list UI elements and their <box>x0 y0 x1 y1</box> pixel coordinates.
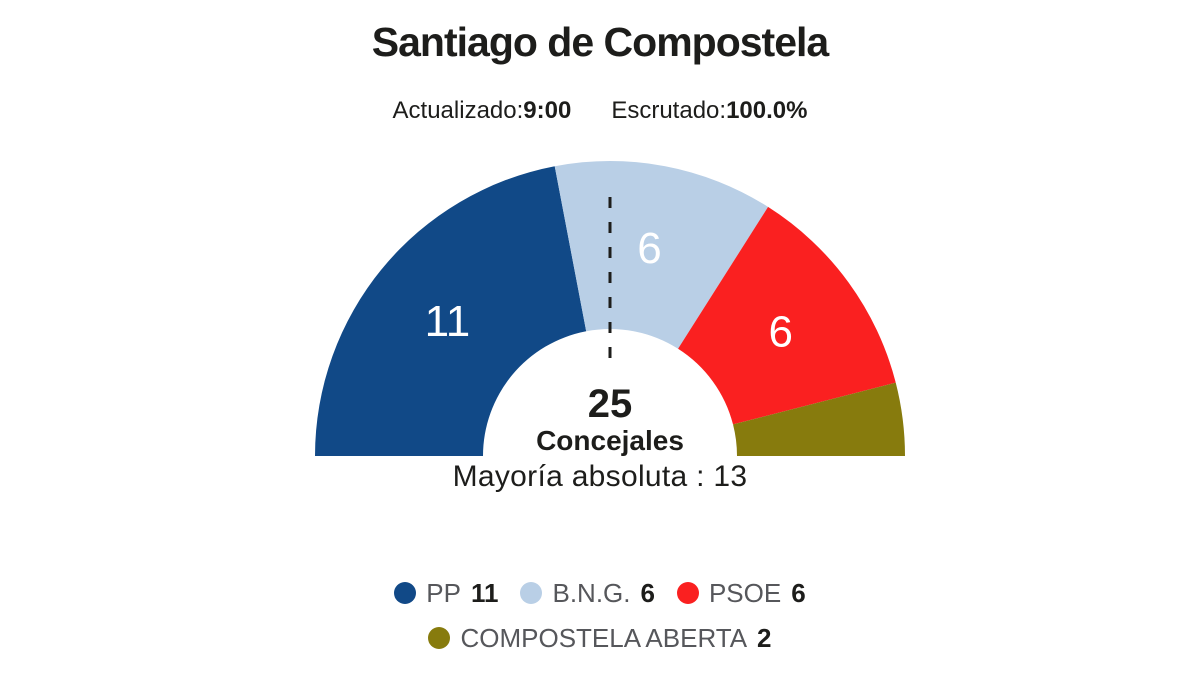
legend-item-compostela-aberta: COMPOSTELA ABERTA 2 <box>428 623 772 653</box>
legend-seat-count-compostela-aberta: 2 <box>757 623 772 653</box>
legend-item-pp: PP 11 <box>394 578 498 608</box>
chart-slice-pp[interactable] <box>315 166 587 456</box>
total-seats-caption: Concejales <box>536 425 684 456</box>
updated-label: Actualizado: <box>392 97 524 124</box>
legend-row-1: PP 11 B.N.G. 6 PSOE 6 <box>394 578 806 608</box>
slice-label-pp: 11 <box>425 297 471 346</box>
legend-seat-count-b-n-g: 6 <box>640 578 655 608</box>
slice-label-psoe: 6 <box>768 307 792 356</box>
total-seats-value: 25 <box>587 382 633 426</box>
scrutinized-label: Escrutado: <box>611 97 727 124</box>
absolute-majority-text: Mayoría absoluta : 13 <box>452 460 748 493</box>
legend-seat-count-psoe: 6 <box>791 578 806 608</box>
updated-value: 9:00 <box>523 97 572 124</box>
slice-label-b-n-g: 6 <box>637 224 661 273</box>
legend-dot-icon-psoe <box>676 582 699 604</box>
updated-status: Actualizado:9:00 <box>393 97 572 124</box>
legend-seat-count-pp: 11 <box>470 578 499 608</box>
page-title: Santiago de Compostela <box>371 19 829 65</box>
status-line: Actualizado:9:00 Escrutado:100.0% <box>0 97 1200 125</box>
legend-party-name-b-n-g: B.N.G. <box>552 578 631 608</box>
chart-slice-psoe[interactable] <box>678 206 896 425</box>
legend-dot-icon-compostela-aberta <box>428 627 451 649</box>
legend-dot-icon-pp <box>394 582 417 604</box>
legend-dot-icon-b-n-g <box>520 582 543 604</box>
legend-party-name-compostela-aberta: COMPOSTELA ABERTA <box>460 623 748 653</box>
chart-slice-b-n-g[interactable] <box>554 161 769 349</box>
legend-party-name-pp: PP <box>426 578 461 608</box>
legend-item-psoe: PSOE 6 <box>676 578 806 608</box>
legend: PP 11 B.N.G. 6 PSOE 6 COMPOSTELA ABERTA 2 <box>0 578 1200 653</box>
legend-party-name-psoe: PSOE <box>708 578 782 608</box>
legend-item-b-n-g: B.N.G. 6 <box>520 578 655 608</box>
chart-slice-compostela-aberta[interactable] <box>733 382 905 456</box>
scrutinized-value: 100.0% <box>726 97 808 124</box>
scrutinized-status: Escrutado:100.0% <box>611 97 807 124</box>
legend-row-2: COMPOSTELA ABERTA 2 <box>428 623 772 653</box>
